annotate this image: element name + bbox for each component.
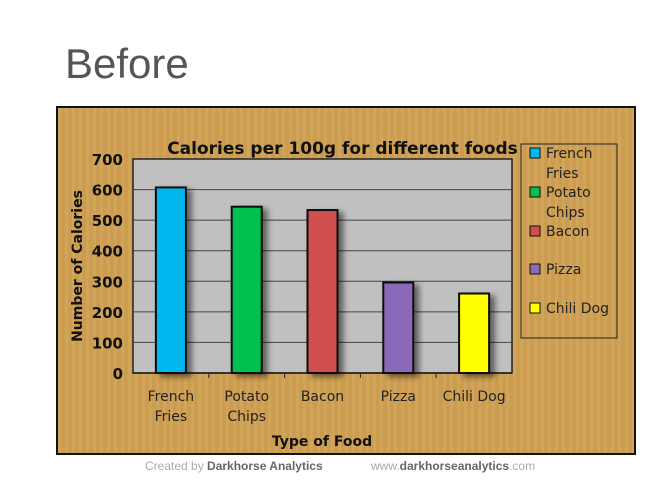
footer-url[interactable]: www.darkhorseanalytics.com (371, 459, 535, 473)
legend-label: Chips (546, 205, 585, 221)
y-tick-label: 500 (92, 212, 123, 230)
bar-chili-dog (458, 292, 491, 374)
y-tick-label: 400 (92, 243, 123, 261)
y-tick-label: 200 (92, 304, 123, 322)
legend-label: Bacon (546, 224, 589, 240)
x-tick-label: Potato (224, 389, 269, 405)
credit-prefix: Created by (145, 459, 208, 473)
page-heading: Before (65, 40, 189, 87)
legend-label: Fries (546, 166, 579, 182)
footer-credit: Created by Darkhorse Analytics (145, 459, 323, 473)
y-tick-label: 600 (92, 182, 123, 200)
url-brand: darkhorseanalytics (399, 459, 510, 473)
x-tick-label: Pizza (381, 389, 416, 405)
credit-brand: Darkhorse Analytics (207, 459, 323, 473)
url-suffix: .com (509, 459, 536, 473)
x-tick-label: Bacon (301, 389, 344, 405)
y-axis-title: Number of Calories (70, 190, 86, 342)
x-tick-label: Fries (155, 409, 188, 425)
url-prefix: www. (371, 459, 400, 473)
legend-swatch (529, 186, 541, 198)
legend-label: Chili Dog (546, 301, 609, 317)
x-tick-label: Chips (227, 409, 266, 425)
legend-label: Pizza (546, 262, 581, 278)
chart-title: Calories per 100g for different foods (167, 139, 518, 159)
legend-swatch (529, 302, 541, 314)
x-tick-label: French (148, 389, 195, 405)
y-tick-label: 100 (92, 334, 123, 352)
x-axis-title: Type of Food (272, 434, 372, 450)
bar-french-fries (154, 186, 187, 374)
x-tick-label: Chili Dog (443, 389, 506, 405)
bar-bacon (306, 209, 339, 374)
y-tick-label: 0 (113, 365, 123, 383)
legend (520, 143, 618, 339)
bar-potato-chips (230, 205, 263, 374)
y-tick-label: 700 (92, 151, 123, 169)
legend-label: French (546, 146, 593, 162)
legend-swatch (529, 263, 541, 275)
legend-label: Potato (546, 185, 591, 201)
legend-swatch (529, 225, 541, 237)
legend-swatch (529, 147, 541, 159)
y-tick-label: 300 (92, 273, 123, 291)
bar-pizza (382, 281, 415, 375)
